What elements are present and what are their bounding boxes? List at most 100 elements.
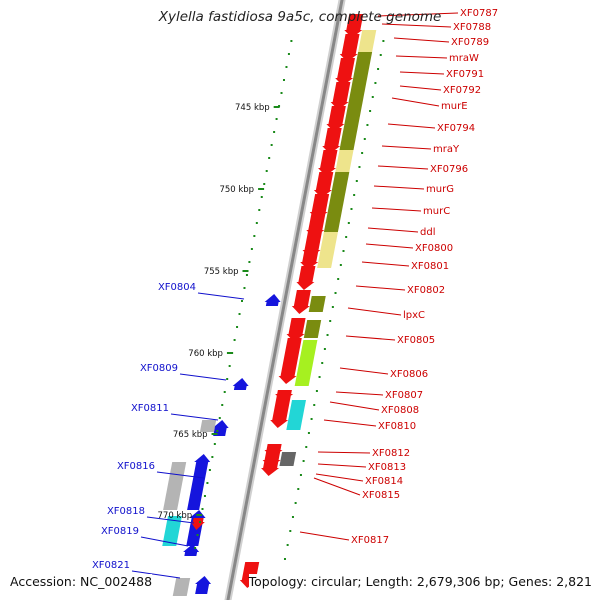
- forward-label-line: [347, 307, 402, 316]
- tick-dot: [243, 287, 246, 289]
- reverse-label-line: [146, 516, 195, 524]
- reverse-label-line: [131, 570, 181, 579]
- tick-dot: [250, 248, 253, 250]
- tick-dot: [302, 460, 305, 462]
- tick-dot: [260, 196, 263, 198]
- tick-dot: [248, 261, 251, 263]
- forward-gene-arrow: [291, 290, 311, 314]
- backbone: [226, 0, 344, 600]
- tick-dot: [353, 194, 356, 196]
- forward-gene-arrow: [302, 232, 322, 258]
- reverse-cog-block: [163, 462, 187, 510]
- cog-block: [335, 150, 354, 172]
- tick-dot: [228, 365, 231, 367]
- tick-dot: [253, 235, 256, 237]
- reverse-gene-arrow: [232, 378, 249, 390]
- cog-block: [331, 172, 350, 190]
- forward-label-line: [377, 165, 429, 170]
- forward-gene-label: XF0791: [446, 69, 484, 80]
- forward-label-line: [313, 477, 361, 496]
- tick-dot: [366, 124, 369, 126]
- forward-gene-arrow: [326, 106, 346, 132]
- tick-dot: [194, 547, 197, 549]
- tick-dot: [199, 521, 202, 523]
- tick-dot: [355, 180, 358, 182]
- cog-block: [321, 232, 338, 246]
- forward-gene-label: XF0796: [430, 164, 468, 175]
- tick-dot: [216, 430, 219, 432]
- tick-dot: [268, 157, 271, 159]
- tick-dot: [342, 250, 345, 252]
- tick-dot: [371, 96, 374, 98]
- tick-dot: [323, 348, 326, 350]
- tick-dot: [285, 66, 288, 68]
- tick-dot: [265, 170, 268, 172]
- forward-label-line: [387, 123, 436, 129]
- tick-dot: [310, 418, 313, 420]
- forward-gene-label: XF0787: [460, 8, 498, 19]
- tick-dot: [223, 391, 226, 393]
- forward-gene-arrow: [190, 518, 205, 530]
- kbp-tick-label: 750 kbp: [219, 185, 254, 195]
- tick-dot: [318, 376, 321, 378]
- forward-label-line: [329, 401, 380, 411]
- forward-gene-label: murG: [426, 184, 454, 195]
- tick-dot: [377, 68, 380, 70]
- reverse-label-line: [179, 373, 227, 381]
- tick-dot: [245, 274, 248, 276]
- forward-gene-arrow: [300, 252, 319, 270]
- forward-gene-label: XF0792: [443, 85, 481, 96]
- tick-dot: [221, 404, 224, 406]
- forward-gene-arrow: [309, 194, 330, 220]
- tick-dot: [350, 208, 353, 210]
- tick-dot: [369, 110, 372, 112]
- forward-label-line: [381, 145, 432, 150]
- tick-dot: [283, 558, 286, 560]
- tick-dot: [255, 222, 258, 224]
- reverse-gene-arrow: [195, 576, 212, 594]
- tick-dot: [305, 446, 308, 448]
- tick-dot: [203, 495, 206, 497]
- tick-dot: [299, 474, 302, 476]
- tick-dot: [326, 334, 329, 336]
- forward-label-line: [377, 12, 459, 17]
- forward-gene-label: XF0805: [397, 335, 435, 346]
- tick-dot: [211, 456, 214, 458]
- forward-label-line: [345, 335, 396, 341]
- tick-dot: [307, 432, 310, 434]
- forward-label-line: [399, 71, 445, 75]
- tick-dot: [291, 516, 294, 518]
- forward-label-line: [393, 37, 450, 43]
- forward-label-line: [317, 463, 367, 468]
- tick-dot: [196, 534, 199, 536]
- forward-label-line: [373, 185, 425, 190]
- tick-dot: [363, 138, 366, 140]
- reverse-label-line: [197, 292, 245, 300]
- tick-dot: [282, 79, 285, 81]
- forward-gene-label: murE: [441, 101, 468, 112]
- tick-dot: [382, 40, 385, 42]
- forward-gene-label: XF0813: [368, 462, 406, 473]
- tick-dot: [361, 152, 364, 154]
- forward-gene-arrow: [322, 128, 342, 154]
- reverse-cog-block: [172, 578, 191, 596]
- forward-gene-arrow: [313, 172, 334, 198]
- cog-block: [294, 340, 318, 386]
- forward-label-line: [391, 97, 440, 107]
- tick-dot: [218, 417, 221, 419]
- cog-block: [339, 52, 373, 150]
- forward-gene-label: XF0814: [365, 476, 403, 487]
- forward-gene-arrow: [261, 462, 280, 476]
- forward-gene-label: XF0801: [411, 261, 449, 272]
- forward-gene-arrow: [270, 396, 291, 428]
- forward-gene-arrow: [286, 318, 306, 342]
- forward-gene-arrow: [339, 34, 360, 62]
- tick-dot: [297, 488, 300, 490]
- tick-dot: [313, 404, 316, 406]
- kbp-tick-label: 760 kbp: [188, 349, 223, 359]
- forward-gene-label: XF0812: [372, 448, 410, 459]
- accession-text: Accession: NC_002488: [10, 574, 153, 589]
- reverse-label-line: [170, 413, 219, 421]
- forward-gene-arrow: [296, 266, 316, 290]
